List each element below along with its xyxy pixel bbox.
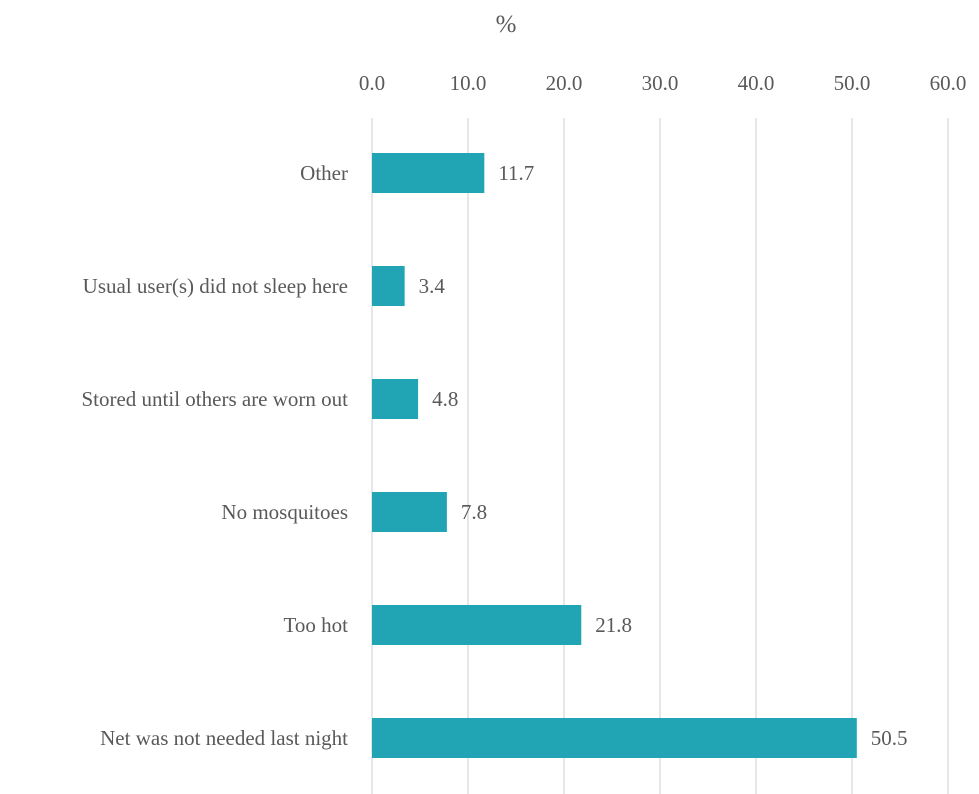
- x-tick-label-4: 40.0: [738, 71, 775, 95]
- x-axis-title: %: [496, 11, 517, 38]
- data-label-3: 7.8: [461, 500, 487, 524]
- x-tick-label-3: 30.0: [642, 71, 679, 95]
- category-label-4: Too hot: [284, 613, 349, 637]
- grid-lines: [371, 118, 949, 794]
- category-label-2: Stored until others are worn out: [81, 387, 348, 411]
- category-label-5: Net was not needed last night: [100, 726, 348, 750]
- data-label-5: 50.5: [871, 726, 908, 750]
- bar-2: [372, 379, 419, 419]
- bar-0: [372, 153, 485, 193]
- data-label-4: 21.8: [595, 613, 632, 637]
- data-labels: 11.7 3.4 4.8 7.8 21.8 50.5: [419, 161, 908, 750]
- data-label-2: 4.8: [432, 387, 458, 411]
- category-label-1: Usual user(s) did not sleep here: [83, 274, 348, 298]
- x-tick-label-5: 50.0: [834, 71, 871, 95]
- x-tick-label-2: 20.0: [546, 71, 583, 95]
- bar-4: [372, 605, 582, 645]
- category-label-3: No mosquitoes: [221, 500, 348, 524]
- data-label-1: 3.4: [419, 274, 446, 298]
- x-tick-label-6: 60.0: [930, 71, 967, 95]
- bars: [372, 153, 857, 758]
- category-label-0: Other: [300, 161, 348, 185]
- data-label-0: 11.7: [498, 161, 534, 185]
- bar-1: [372, 266, 405, 306]
- bar-5: [372, 718, 857, 758]
- bar-3: [372, 492, 447, 532]
- x-axis-ticks: 0.0 10.0 20.0 30.0 40.0 50.0 60.0: [359, 71, 967, 95]
- x-tick-label-0: 0.0: [359, 71, 385, 95]
- category-labels: Other Usual user(s) did not sleep here Sto…: [81, 161, 348, 750]
- x-tick-label-1: 10.0: [450, 71, 487, 95]
